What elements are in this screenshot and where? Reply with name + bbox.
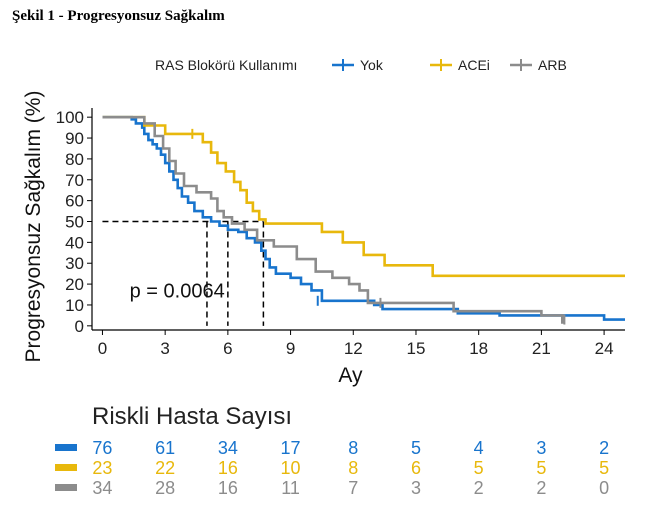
y-tick-label: 80 (65, 150, 84, 169)
legend-label-acei: ACEi (458, 57, 490, 73)
risk-cell-yok: 17 (281, 438, 301, 458)
risk-cell-yok: 3 (536, 438, 546, 458)
risk-cell-arb: 34 (92, 478, 112, 498)
risk-row-swatch-yok (55, 444, 77, 451)
x-tick-label: 3 (160, 339, 169, 358)
legend-label-yok: Yok (360, 57, 384, 73)
y-axis-title: Progresyonsuz Sağkalım (%) (22, 91, 45, 363)
risk-row-swatch-acei (55, 464, 77, 471)
x-tick-label: 6 (223, 339, 232, 358)
y-tick-label: 40 (65, 233, 84, 252)
x-tick-label: 12 (344, 339, 363, 358)
risk-cell-acei: 16 (218, 458, 238, 478)
y-tick-label: 60 (65, 192, 84, 211)
risk-row-swatch-arb (55, 484, 77, 491)
legend-title: RAS Blokörü Kullanımı (155, 57, 297, 73)
legend: RAS Blokörü Kullanımı Yok ACEi ARB (155, 57, 567, 73)
risk-cell-yok: 34 (218, 438, 238, 458)
risk-cell-yok: 61 (155, 438, 175, 458)
y-tick-label: 90 (65, 129, 84, 148)
risk-cell-arb: 16 (218, 478, 238, 498)
risk-cell-acei: 23 (92, 458, 112, 478)
plot-area: p = 0.0064 (102, 115, 625, 326)
risk-table-title: Riskli Hasta Sayısı (92, 403, 292, 430)
risk-cell-acei: 5 (599, 458, 609, 478)
risk-cell-acei: 22 (155, 458, 175, 478)
x-axis-title: Ay (338, 364, 363, 387)
risk-cell-yok: 4 (474, 438, 484, 458)
series-line-arb (102, 115, 564, 324)
p-value-annotation: p = 0.0064 (130, 280, 225, 302)
x-tick-label: 21 (532, 339, 551, 358)
series-line-acei (102, 115, 625, 278)
x-tick-label: 24 (595, 339, 614, 358)
risk-cell-yok: 76 (92, 438, 112, 458)
risk-cell-acei: 5 (536, 458, 546, 478)
x-tick-label: 15 (407, 339, 426, 358)
risk-cell-arb: 28 (155, 478, 175, 498)
risk-cell-acei: 5 (474, 458, 484, 478)
y-tick-label: 10 (65, 296, 84, 315)
risk-cell-arb: 0 (599, 478, 609, 498)
risk-cell-yok: 8 (348, 438, 358, 458)
y-tick-label: 20 (65, 275, 84, 294)
risk-cell-arb: 2 (536, 478, 546, 498)
x-tick-label: 18 (469, 339, 488, 358)
legend-label-arb: ARB (538, 57, 567, 73)
risk-cell-yok: 2 (599, 438, 609, 458)
x-tick-label: 9 (286, 339, 295, 358)
risk-cell-acei: 6 (411, 458, 421, 478)
risk-cell-arb: 2 (474, 478, 484, 498)
x-tick-label: 0 (98, 339, 107, 358)
risk-cell-acei: 10 (281, 458, 301, 478)
risk-cell-arb: 3 (411, 478, 421, 498)
risk-cell-acei: 8 (348, 458, 358, 478)
y-tick-label: 100 (56, 108, 84, 127)
y-tick-label: 70 (65, 171, 84, 190)
series-line-yok (102, 115, 625, 321)
risk-cell-arb: 11 (281, 478, 300, 498)
y-tick-label: 30 (65, 254, 84, 273)
risk-cell-arb: 7 (348, 478, 358, 498)
risk-cell-yok: 5 (411, 438, 421, 458)
y-tick-label: 0 (75, 317, 84, 336)
figure-title: Şekil 1 - Progresyonsuz Sağkalım (12, 8, 225, 24)
y-tick-label: 50 (65, 213, 84, 232)
